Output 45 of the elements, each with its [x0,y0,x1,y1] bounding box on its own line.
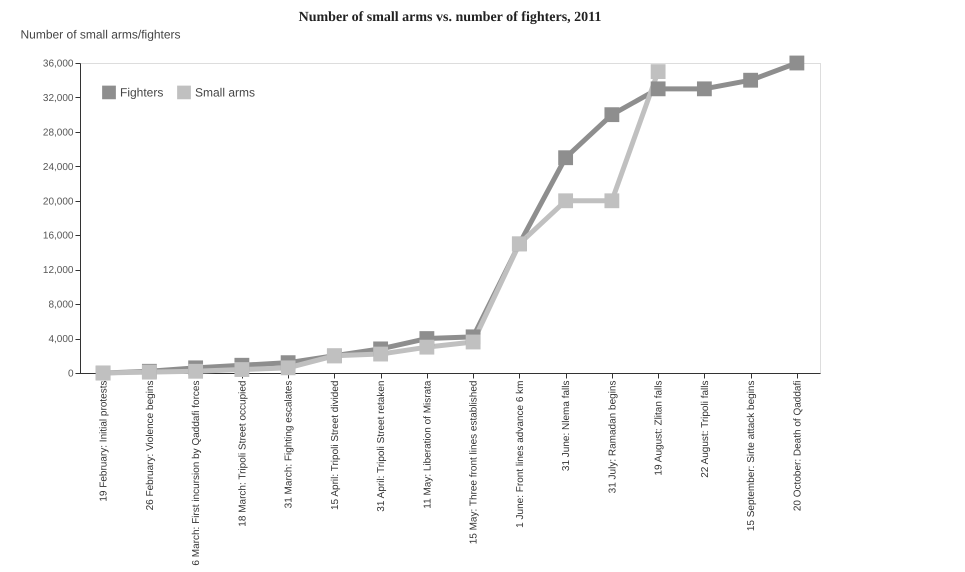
x-tick-label: 15 September: Sirte attack begins [746,380,758,532]
point [373,346,388,362]
y-tick-label: 36,000 [42,58,74,70]
point [419,340,434,355]
point [604,107,620,122]
legend-label: Small arms [195,85,256,100]
point [743,72,758,88]
x-tick-label: 15 May: Three front lines established [468,380,480,544]
legend-label: Fighters [120,85,164,100]
y-tick-label: 32,000 [42,92,74,104]
point [650,64,666,80]
x-tick-label: 15 April: Tripoli Street divided [330,380,341,510]
x-tick-label: 31 April: Tripoli Street retaken [376,380,388,512]
x-tick-label: 19 February: Initial protests [98,380,110,502]
x-tick-label: 31 July: Ramadan begins [607,380,618,494]
x-tick-label: 22 August: Tripoli falls [700,380,711,478]
x-tick-label: 6 March: First incursion by Qaddafi forces [191,380,202,566]
point [558,150,574,166]
y-tick-label: 16,000 [42,230,74,242]
y-tick-label: 20,000 [42,196,74,208]
point [604,193,620,208]
y-axis-title: Number of small arms/fighters [20,28,181,42]
y-tick-label: 28,000 [42,127,74,138]
y-tick-label: 0 [68,368,74,380]
x-tick-label: 20 October: Death of Qaddafi [792,380,804,512]
point [280,360,296,376]
point [234,362,250,377]
x-tick-label: 1 June: Front lines advance 6 km [514,380,526,528]
y-tick-label: 12,000 [42,265,74,276]
x-tick-label: 19 August: Zlitan falls [654,380,665,476]
point [650,81,666,96]
point [466,334,481,350]
x-tick-label: 31 June: Nlema falls [561,380,572,472]
point [696,81,712,96]
x-tick-label: 31 March: Fighting escalates [284,380,295,508]
point [558,193,574,208]
chart-title: Number of small arms vs. number of fighters, 2011 [298,10,602,25]
x-tick-label: 26 February: Violence begins [144,380,156,510]
y-tick-label: 24,000 [42,162,74,173]
x-tick-label: 18 March: Tripoli Street occupied [237,380,248,527]
x-tick-label: 11 May: Liberation of Misrata [422,380,434,509]
point [789,56,804,70]
y-tick-label: 4,000 [48,334,74,346]
y-tick-label: 8,000 [48,300,74,311]
point [188,364,204,379]
